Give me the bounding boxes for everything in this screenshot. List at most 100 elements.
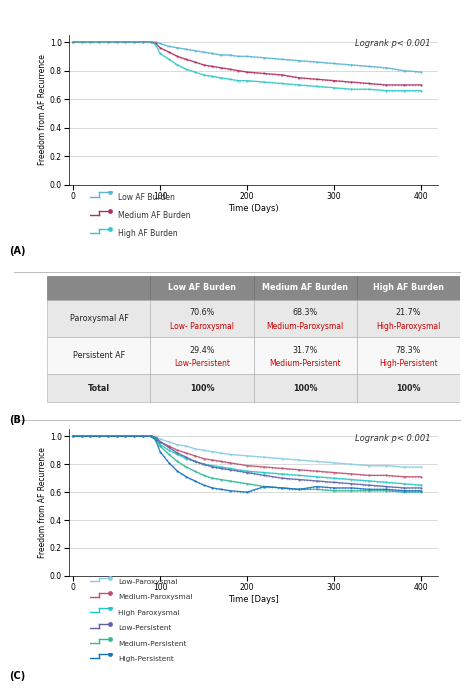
Point (245, 51, 252, 62)
Point (406, 66, 413, 77)
Point (409, 487, 416, 498)
Point (224, 449, 232, 460)
Point (411, 487, 419, 498)
Point (417, 485, 425, 496)
Point (156, 48, 164, 59)
Point (268, 468, 276, 479)
Point (195, 468, 202, 479)
Point (233, 486, 241, 497)
Point (406, 85, 413, 96)
Point (289, 463, 296, 475)
Point (236, 450, 244, 461)
X-axis label: Time (Days): Time (Days) (228, 204, 279, 213)
Point (173, 447, 181, 459)
Point (113, 431, 120, 442)
Point (191, 443, 199, 454)
Point (297, 80, 305, 91)
Point (151, 434, 159, 445)
Point (324, 75, 331, 86)
Point (182, 453, 190, 464)
Point (261, 467, 268, 478)
Point (374, 484, 381, 495)
Point (365, 460, 372, 471)
Point (78, 431, 86, 442)
Point (327, 477, 334, 488)
Bar (356, 299, 460, 337)
Point (230, 465, 237, 476)
Point (207, 70, 214, 82)
Point (347, 84, 355, 95)
Point (230, 485, 237, 496)
Bar (151, 299, 254, 337)
Point (371, 460, 378, 471)
Point (165, 457, 173, 468)
Point (394, 64, 401, 75)
Point (207, 460, 214, 471)
Point (278, 463, 286, 474)
Point (139, 431, 146, 442)
Point (327, 457, 334, 468)
Text: Low AF Burden: Low AF Burden (168, 283, 236, 292)
Point (195, 457, 202, 468)
Point (336, 477, 343, 489)
Text: Medium-Paroxysmal: Medium-Paroxysmal (266, 322, 344, 331)
Point (152, 432, 160, 443)
Point (283, 70, 291, 81)
Point (192, 450, 200, 461)
Point (224, 73, 232, 84)
Point (227, 449, 235, 460)
Text: 100%: 100% (293, 383, 318, 392)
Point (256, 76, 264, 87)
Point (347, 485, 355, 496)
Point (306, 80, 314, 91)
Point (382, 485, 390, 496)
Point (200, 453, 207, 464)
Point (286, 54, 293, 66)
Point (338, 458, 346, 469)
Text: High-Paroxysmal: High-Paroxysmal (376, 322, 440, 331)
Point (261, 481, 268, 492)
Point (78, 36, 86, 47)
Point (151, 39, 159, 50)
Point (278, 482, 286, 493)
Point (87, 36, 94, 47)
Point (365, 484, 372, 495)
Point (294, 454, 302, 466)
Point (376, 470, 384, 481)
Point (106, 618, 113, 629)
Point (371, 61, 378, 73)
Point (268, 471, 276, 482)
Point (160, 451, 167, 462)
Point (200, 459, 207, 470)
Point (292, 484, 299, 495)
Point (379, 481, 387, 492)
Point (362, 460, 369, 471)
Point (347, 482, 355, 493)
Point (165, 449, 173, 460)
Point (353, 77, 361, 88)
Point (315, 484, 322, 495)
Point (306, 482, 314, 493)
Point (341, 482, 349, 493)
Point (204, 459, 211, 470)
Point (165, 54, 173, 65)
Point (172, 50, 179, 61)
Point (181, 440, 188, 452)
Point (254, 67, 261, 78)
Point (172, 42, 179, 53)
Point (262, 461, 270, 473)
Point (87, 431, 94, 442)
Point (173, 445, 181, 456)
Point (383, 460, 390, 471)
Point (365, 475, 372, 487)
Point (172, 454, 179, 466)
Point (409, 485, 416, 496)
Point (359, 479, 366, 490)
Point (406, 482, 413, 493)
Text: Logrank p< 0.001: Logrank p< 0.001 (356, 39, 431, 48)
Point (216, 456, 223, 467)
Point (212, 61, 220, 73)
Point (277, 69, 284, 80)
Point (183, 447, 191, 459)
Point (227, 464, 235, 475)
